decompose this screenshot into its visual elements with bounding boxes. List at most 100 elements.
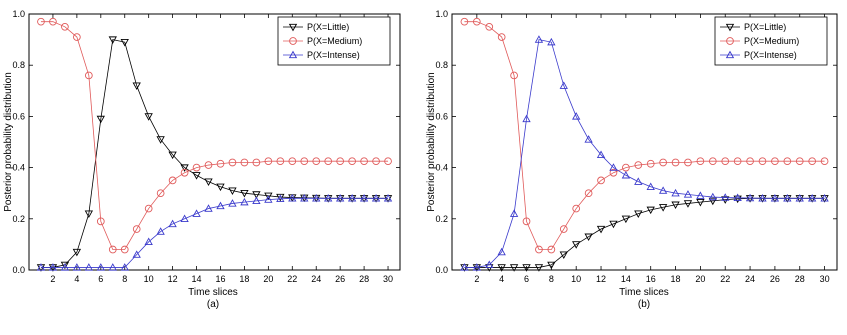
data-point — [383, 193, 393, 202]
series-line — [40, 21, 389, 250]
data-point — [596, 225, 606, 234]
data-point — [84, 210, 94, 219]
data-point — [721, 157, 730, 166]
data-point — [252, 158, 261, 167]
y-tick-label: 0.8 — [435, 60, 448, 70]
y-tick-label: 0.4 — [12, 163, 25, 173]
data-point — [288, 157, 297, 166]
x-tick-label: 6 — [98, 274, 103, 284]
series-P(X=Little) — [36, 36, 393, 272]
x-tick-label: 8 — [549, 274, 554, 284]
data-point — [359, 193, 369, 202]
x-tick-label: 24 — [311, 274, 321, 284]
data-point — [132, 225, 141, 233]
data-point — [733, 193, 742, 201]
series-P(X=Intense) — [460, 35, 829, 271]
x-tick-label: 4 — [499, 274, 504, 284]
data-point — [671, 201, 680, 210]
data-point — [384, 157, 392, 166]
data-point — [820, 157, 829, 166]
data-point — [634, 161, 643, 169]
series-P(X=Intense) — [36, 193, 393, 271]
data-point — [252, 191, 261, 199]
legend-marker — [288, 50, 298, 59]
series-P(X=Medium) — [37, 17, 392, 254]
data-point — [73, 33, 81, 41]
x-tick-label: 12 — [596, 274, 606, 284]
data-point — [204, 204, 213, 212]
x-tick-label: 18 — [671, 274, 681, 284]
data-point — [559, 251, 568, 259]
x-tick-label: 18 — [239, 274, 249, 284]
data-point — [84, 263, 94, 271]
data-point — [795, 157, 804, 166]
data-point — [584, 135, 593, 143]
y-tick-label: 0.2 — [12, 214, 25, 224]
data-point — [510, 71, 518, 80]
data-point — [659, 158, 667, 167]
data-point — [37, 17, 45, 26]
y-tick-label: 0.0 — [12, 265, 25, 275]
data-point — [240, 197, 249, 206]
data-point — [634, 177, 643, 185]
data-point — [572, 241, 581, 249]
data-point — [658, 186, 668, 194]
data-point — [683, 190, 693, 198]
x-tick-label: 14 — [621, 274, 631, 284]
data-point — [72, 263, 82, 271]
data-point — [228, 199, 237, 207]
data-point — [547, 261, 556, 270]
data-point — [276, 194, 285, 203]
data-point — [758, 193, 767, 202]
data-point — [204, 161, 213, 169]
legend-label: P(X=Medium) — [744, 36, 799, 46]
data-point — [460, 263, 469, 271]
x-tick-label: 10 — [571, 274, 581, 284]
data-point — [61, 22, 69, 31]
x-tick-label: 24 — [745, 274, 755, 284]
legend: P(X=Little) P(X=Medium) P(X=Intense) — [714, 16, 828, 66]
data-point — [472, 17, 481, 26]
data-point — [156, 136, 165, 144]
legend-marker — [726, 37, 734, 45]
data-point — [264, 195, 273, 203]
data-point — [708, 192, 717, 201]
legend-label: P(X=Medium) — [307, 36, 362, 46]
data-point — [646, 159, 655, 168]
data-point — [168, 151, 177, 160]
data-point — [497, 33, 506, 41]
data-point — [252, 196, 261, 205]
data-point — [671, 158, 680, 167]
data-point — [696, 191, 705, 199]
data-point — [584, 233, 593, 242]
x-tick-label: 6 — [524, 274, 529, 284]
data-point — [60, 261, 70, 270]
x-tick-label: 2 — [50, 274, 55, 284]
data-point — [240, 190, 249, 198]
data-point — [497, 264, 506, 272]
data-point — [120, 245, 129, 254]
legend-label: P(X=Little) — [744, 22, 786, 32]
data-point — [733, 195, 742, 204]
data-point — [745, 195, 755, 203]
data-point — [264, 157, 273, 166]
series-P(X=Little) — [460, 195, 829, 272]
data-point — [572, 112, 581, 120]
data-point — [559, 81, 568, 89]
data-point — [684, 158, 692, 167]
y-tick-label: 0.4 — [435, 163, 448, 173]
data-point — [228, 158, 237, 167]
data-point — [156, 227, 165, 235]
data-point — [324, 157, 333, 166]
data-point — [347, 193, 357, 202]
data-point — [596, 150, 606, 158]
data-point — [535, 245, 543, 254]
x-tick-label: 8 — [122, 274, 127, 284]
data-point — [84, 71, 93, 80]
data-point — [708, 197, 717, 206]
data-point — [96, 115, 105, 124]
y-tick-label: 1.0 — [12, 9, 25, 19]
data-point — [276, 193, 285, 202]
data-point — [216, 201, 225, 210]
data-point — [48, 263, 58, 271]
